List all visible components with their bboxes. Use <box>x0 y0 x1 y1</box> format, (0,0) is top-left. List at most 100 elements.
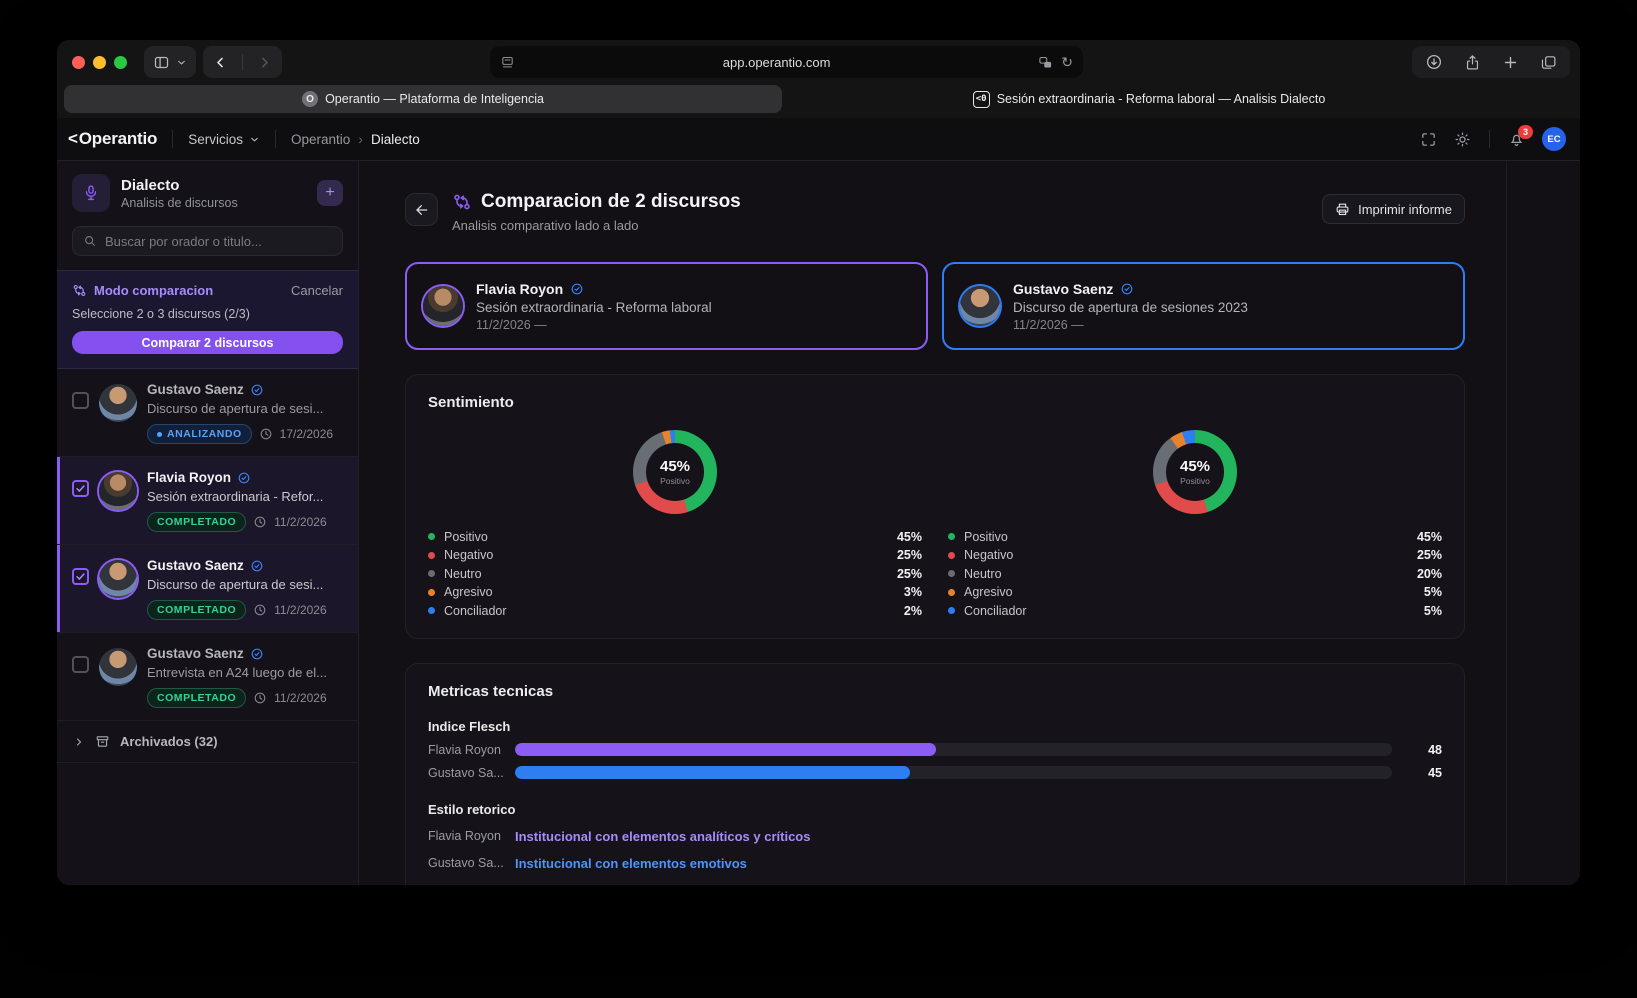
speech-card-gustavo[interactable]: Gustavo Saenz Discurso de apertura de se… <box>942 262 1465 350</box>
page-subtitle: Analisis comparativo lado a lado <box>452 218 639 233</box>
style-value: Institucional con elementos emotivos <box>515 855 747 871</box>
microphone-icon <box>72 174 110 212</box>
breadcrumb-operantio[interactable]: Operantio <box>291 131 351 147</box>
verified-icon <box>250 383 264 397</box>
speaker-name: Flavia Royon <box>147 470 232 485</box>
comparison-mode-label: Modo comparacion <box>94 283 214 298</box>
divider <box>172 130 174 148</box>
print-report-label: Imprimir informe <box>1358 201 1452 217</box>
speaker-name: Flavia Royon <box>476 280 564 297</box>
services-label: Servicios <box>188 131 243 147</box>
speech-list-item[interactable]: Gustavo Saenz Entrevista en A24 luego de… <box>57 633 358 721</box>
print-report-button[interactable]: Imprimir informe <box>1322 194 1465 224</box>
share-icon[interactable] <box>1464 54 1481 71</box>
archive-icon <box>95 734 110 749</box>
url-text[interactable]: app.operantio.com <box>722 54 831 70</box>
sidebar-app-header: Dialecto Analisis de discursos + <box>57 161 358 224</box>
search-icon <box>83 234 97 248</box>
tab-overview-icon[interactable] <box>1540 54 1557 71</box>
speech-title: Discurso de apertura de sesiones 2023 <box>1013 299 1248 315</box>
verified-icon <box>250 647 264 661</box>
flesch-index-title: Indice Flesch <box>428 718 511 734</box>
compare-speeches-button[interactable]: Comparar 2 discursos <box>72 331 343 354</box>
sentiment-donut-gustavo: 45% Positivo <box>1153 430 1237 514</box>
speech-date: 17/2/2026 <box>279 427 334 441</box>
address-bar[interactable]: app.operantio.com ↻ <box>490 46 1083 78</box>
bar-value: 45 <box>1428 765 1442 780</box>
technical-metrics-section: Metricas tecnicas Indice Flesch Flavia R… <box>405 662 1465 885</box>
speaker-avatar <box>99 560 137 598</box>
reload-icon[interactable]: ↻ <box>1061 53 1073 70</box>
comparison-view: Comparacion de 2 discursos Analisis comp… <box>359 161 1580 885</box>
style-row: Flavia Royon Institucional con elementos… <box>428 829 1442 844</box>
speech-title: Discurso de apertura de sesi... <box>147 401 324 416</box>
select-checkbox[interactable] <box>72 568 89 585</box>
operantio-favicon: O <box>302 91 319 107</box>
theme-sun-icon[interactable] <box>1454 131 1471 148</box>
navigation-buttons <box>203 46 282 78</box>
reader-icon[interactable] <box>500 55 515 70</box>
speaker-name: Gustavo Saenz <box>147 382 244 397</box>
compare-icon <box>452 192 472 212</box>
new-tab-icon[interactable] <box>1502 54 1519 71</box>
sidebar-subtitle: Analisis de discursos <box>121 195 238 210</box>
speaker-name: Gustavo Saenz <box>147 646 244 661</box>
flesch-bar-gustavo <box>515 766 1392 779</box>
speech-list-item[interactable]: Flavia Royon Sesión extraordinaria - Ref… <box>57 457 358 545</box>
zoom-window-button[interactable] <box>114 55 127 69</box>
add-speech-button[interactable]: + <box>317 180 343 206</box>
back-button[interactable] <box>213 55 228 70</box>
speech-title: Discurso de apertura de sesi... <box>147 577 324 592</box>
operantio-logo[interactable]: < Operantio <box>68 129 157 149</box>
services-menu[interactable]: Servicios <box>188 132 260 147</box>
back-button[interactable] <box>405 193 438 226</box>
verified-icon <box>250 559 264 573</box>
close-window-button[interactable] <box>72 55 85 69</box>
flesch-bar-flavia <box>515 743 1392 756</box>
bar-label: Gustavo Sa... <box>428 765 504 780</box>
tab-operantio-platform[interactable]: O Operantio — Plataforma de Inteligencia <box>64 85 782 113</box>
divider <box>242 54 243 70</box>
speech-date: 11/2/2026 — <box>476 317 547 332</box>
select-checkbox[interactable] <box>72 656 89 673</box>
style-row: Gustavo Sa... Institucional con elemento… <box>428 856 1442 871</box>
status-badge: ANALIZANDO <box>147 424 252 444</box>
speech-list-item[interactable]: Gustavo Saenz Discurso de apertura de se… <box>57 369 358 457</box>
fullscreen-icon[interactable] <box>1420 131 1437 148</box>
minimize-window-button[interactable] <box>93 55 106 69</box>
clock-icon <box>259 427 273 441</box>
status-badge: COMPLETADO <box>147 600 247 620</box>
sidebar-toggle-button[interactable] <box>144 46 196 78</box>
bar-label: Flavia Royon <box>428 742 501 757</box>
select-checkbox[interactable] <box>72 480 89 497</box>
selection-hint: Seleccione 2 o 3 discursos (2/3) <box>72 307 250 321</box>
search-input[interactable]: Buscar por orador o titulo... <box>72 226 343 256</box>
speech-card-flavia[interactable]: Flavia Royon Sesión extraordinaria - Ref… <box>405 262 928 350</box>
notifications-bell-icon[interactable]: 3 <box>1508 124 1533 148</box>
downloads-icon[interactable] <box>1425 53 1443 71</box>
speech-list-item[interactable]: Gustavo Saenz Discurso de apertura de se… <box>57 545 358 633</box>
style-label: Flavia Royon <box>428 829 501 843</box>
flesch-bar-row: Flavia Royon 48 <box>428 743 1442 757</box>
sidebar-icon <box>153 54 170 71</box>
translate-icon[interactable] <box>1038 55 1053 70</box>
app-header: < Operantio Servicios Operantio › Dialect… <box>57 118 1580 161</box>
archived-section-toggle[interactable]: Archivados (32) <box>57 721 358 763</box>
page-title: Comparacion de 2 discursos <box>481 191 741 212</box>
clock-icon <box>253 691 267 705</box>
tab-sesion-extraordinaria[interactable]: <0 Sesión extraordinaria - Reforma labor… <box>790 85 1508 113</box>
notification-count-badge: 3 <box>1518 124 1533 139</box>
cancel-comparison-button[interactable]: Cancelar <box>290 283 343 298</box>
breadcrumb-dialecto[interactable]: Dialecto <box>370 131 420 147</box>
select-checkbox[interactable] <box>72 392 89 409</box>
status-badge: COMPLETADO <box>147 512 247 532</box>
divider <box>275 130 276 148</box>
speech-date: 11/2/2026 <box>274 603 327 617</box>
user-avatar[interactable]: EC <box>1542 127 1566 151</box>
printer-icon <box>1335 202 1350 217</box>
browser-toolbar: app.operantio.com ↻ <box>57 40 1580 84</box>
logo-text: Operantio <box>78 129 158 148</box>
forward-button[interactable] <box>257 55 272 70</box>
comparison-mode-panel: Modo comparacion Cancelar Seleccione 2 o… <box>57 270 358 369</box>
address-bar-actions: ↻ <box>1038 54 1073 71</box>
